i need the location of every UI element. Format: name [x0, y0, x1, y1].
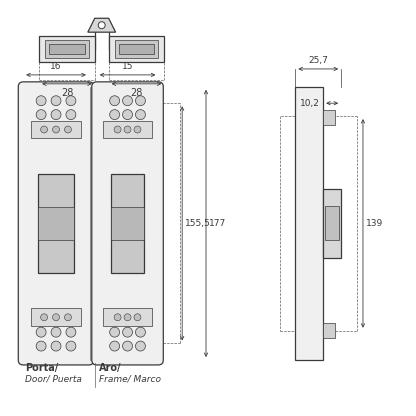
Circle shape: [136, 341, 146, 351]
Text: 10,2: 10,2: [300, 99, 320, 108]
Text: 177: 177: [209, 219, 226, 228]
Text: 139: 139: [366, 219, 383, 228]
Circle shape: [136, 110, 146, 119]
Bar: [49, 44, 85, 54]
FancyBboxPatch shape: [18, 82, 94, 365]
Text: 28: 28: [61, 88, 73, 98]
Text: Frame/ Marco: Frame/ Marco: [99, 375, 161, 384]
Text: 15: 15: [122, 62, 133, 71]
FancyBboxPatch shape: [92, 82, 163, 365]
Bar: [103, 121, 152, 139]
Circle shape: [51, 327, 61, 337]
Circle shape: [114, 126, 121, 133]
Circle shape: [66, 327, 76, 337]
Circle shape: [36, 341, 46, 351]
Bar: [115, 40, 158, 58]
Bar: [295, 87, 323, 360]
Circle shape: [110, 327, 119, 337]
Circle shape: [51, 110, 61, 119]
Bar: [31, 121, 81, 139]
Circle shape: [51, 96, 61, 106]
Circle shape: [98, 22, 105, 29]
Circle shape: [123, 327, 133, 337]
Bar: [111, 174, 144, 272]
Text: 16: 16: [50, 62, 62, 71]
Bar: [109, 36, 164, 62]
Circle shape: [36, 327, 46, 337]
Text: Aro/: Aro/: [99, 363, 121, 373]
Text: 155,5: 155,5: [185, 219, 211, 228]
Bar: [38, 207, 74, 240]
Circle shape: [123, 110, 133, 119]
Bar: [103, 308, 152, 326]
Circle shape: [136, 96, 146, 106]
Bar: [323, 323, 335, 338]
Polygon shape: [88, 18, 116, 32]
Circle shape: [123, 96, 133, 106]
Bar: [31, 308, 81, 326]
Circle shape: [124, 314, 131, 321]
Circle shape: [66, 110, 76, 119]
Bar: [111, 207, 144, 240]
Bar: [325, 206, 339, 240]
Circle shape: [52, 126, 59, 133]
Circle shape: [52, 314, 59, 321]
Circle shape: [64, 126, 72, 133]
Circle shape: [136, 327, 146, 337]
Bar: [323, 189, 341, 258]
Circle shape: [123, 341, 133, 351]
Circle shape: [110, 96, 119, 106]
Circle shape: [36, 96, 46, 106]
Circle shape: [114, 314, 121, 321]
Bar: [45, 40, 89, 58]
Circle shape: [41, 126, 47, 133]
Text: Door/ Puerta: Door/ Puerta: [25, 375, 82, 384]
Text: 25,7: 25,7: [308, 56, 328, 65]
Bar: [39, 36, 95, 62]
Circle shape: [110, 341, 119, 351]
Circle shape: [110, 110, 119, 119]
Circle shape: [66, 341, 76, 351]
Circle shape: [124, 126, 131, 133]
Circle shape: [51, 341, 61, 351]
Circle shape: [66, 96, 76, 106]
Circle shape: [64, 314, 72, 321]
Bar: [323, 110, 335, 125]
Circle shape: [41, 314, 47, 321]
Circle shape: [134, 314, 141, 321]
Text: 28: 28: [130, 88, 143, 98]
Bar: [119, 44, 154, 54]
Text: Porta/: Porta/: [25, 363, 59, 373]
Circle shape: [36, 110, 46, 119]
Bar: [38, 174, 74, 272]
Circle shape: [134, 126, 141, 133]
